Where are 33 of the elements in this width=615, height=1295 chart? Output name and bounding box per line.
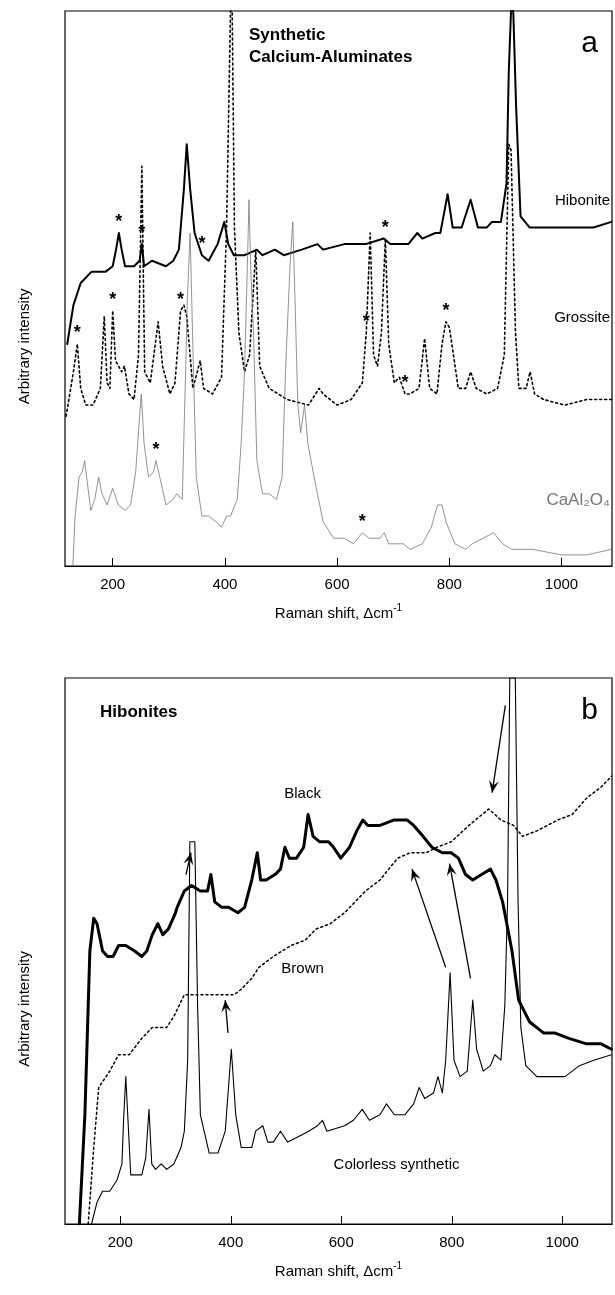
y-axis-title: Arbitrary intensity	[15, 950, 32, 1067]
annotation: *	[198, 233, 206, 254]
annotation: *	[401, 371, 409, 392]
annotation: *	[177, 288, 185, 309]
annotation: *	[152, 438, 160, 459]
x-tick-label: 1000	[545, 1233, 579, 1250]
x-tick-label: 200	[100, 575, 126, 592]
annotation: *	[362, 310, 370, 331]
x-tick-label: 600	[324, 575, 350, 592]
annotation: a	[581, 24, 599, 58]
text: Grossite	[554, 307, 610, 325]
y-axis-title: Arbitrary intensity	[15, 288, 32, 405]
text: Hibonites	[100, 701, 178, 721]
x-tick-label: 800	[439, 1233, 465, 1250]
x-tick-label: 200	[107, 1233, 133, 1250]
series-label: Hibonite	[554, 191, 610, 209]
annotation: *	[73, 322, 81, 342]
x-tick-label: 800	[436, 575, 462, 592]
annotation: b	[581, 691, 598, 725]
text: Synthetic Calcium-Aluminates	[249, 24, 413, 66]
x-tick-label: 400	[218, 1233, 244, 1250]
annotation: *	[442, 299, 450, 320]
x-tick-label: 600	[328, 1233, 354, 1250]
text: CaAl₂O₄	[546, 489, 611, 509]
series-label: Colorless synthetic	[333, 1155, 460, 1173]
annotation: *	[358, 510, 366, 531]
series-label: Brown	[281, 958, 324, 976]
annotation: *	[381, 216, 389, 237]
x-tick-label: 1000	[544, 575, 579, 592]
annotation: *	[115, 211, 123, 231]
annotation: *	[109, 288, 117, 309]
x-tick-label: 400	[212, 575, 238, 592]
series-label: Black	[284, 784, 322, 802]
